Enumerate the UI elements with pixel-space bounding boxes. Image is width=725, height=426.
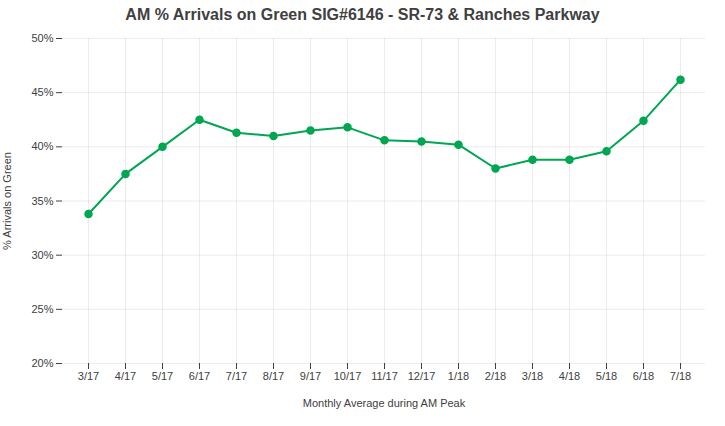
svg-text:11/17: 11/17 (371, 370, 398, 382)
svg-text:45%: 45% (31, 86, 53, 98)
html-text:AM % Arrivals on Green SIG#614: AM % Arrivals on Green SIG#6146 - SR-73 … (125, 6, 600, 23)
svg-text:7/17: 7/17 (226, 370, 247, 382)
svg-text:6/17: 6/17 (189, 370, 210, 382)
svg-text:20%: 20% (31, 357, 53, 369)
svg-text:8/17: 8/17 (263, 370, 284, 382)
svg-text:2/18: 2/18 (485, 370, 506, 382)
svg-text:10/17: 10/17 (334, 370, 362, 382)
svg-text:30%: 30% (31, 249, 53, 261)
svg-text:Monthly Average during AM Peak: Monthly Average during AM Peak (303, 397, 466, 409)
svg-text:40%: 40% (31, 140, 53, 152)
svg-text:% Arrivals on Green: % Arrivals on Green (1, 152, 13, 250)
svg-text:4/18: 4/18 (559, 370, 580, 382)
svg-text:3/18: 3/18 (522, 370, 543, 382)
svg-text:1/18: 1/18 (448, 370, 469, 382)
svg-text:6/18: 6/18 (633, 370, 654, 382)
svg-text:35%: 35% (31, 195, 53, 207)
svg-text:7/18: 7/18 (670, 370, 691, 382)
svg-text:9/17: 9/17 (300, 370, 321, 382)
svg-text:50%: 50% (31, 32, 53, 44)
svg-text:3/17: 3/17 (78, 370, 99, 382)
svg-text:4/17: 4/17 (115, 370, 136, 382)
svg-text:5/17: 5/17 (152, 370, 173, 382)
svg-text:5/18: 5/18 (596, 370, 617, 382)
svg-text:12/17: 12/17 (408, 370, 436, 382)
svg-text:25%: 25% (31, 303, 53, 315)
